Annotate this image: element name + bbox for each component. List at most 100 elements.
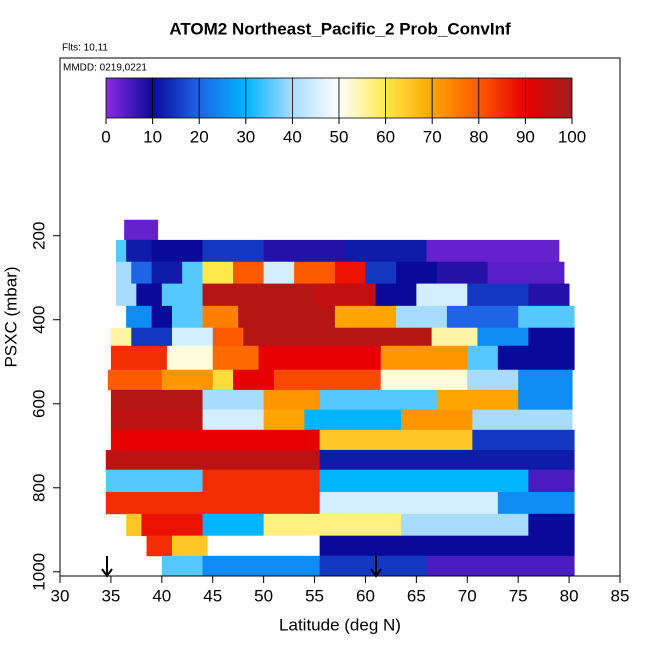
heatmap-cell (396, 261, 438, 285)
heatmap-cell (202, 469, 321, 493)
x-tick-label: 55 (305, 586, 324, 605)
x-tick-label: 45 (203, 586, 222, 605)
heatmap-cell (151, 239, 203, 263)
heatmap-cell (528, 327, 575, 347)
flight-arrows (101, 556, 382, 578)
heatmap-cell (126, 513, 142, 537)
arrow-head (101, 568, 113, 578)
heatmap-cell (182, 261, 203, 285)
heatmap-cell (161, 555, 203, 577)
heatmap-cell (380, 369, 468, 391)
heatmap-cell (314, 283, 377, 307)
heatmap-cell (334, 305, 397, 329)
heatmap-cell (172, 535, 209, 557)
x-tick-label: 70 (458, 586, 477, 605)
heatmap-cell (263, 389, 321, 411)
heatmap-cell (207, 535, 321, 557)
colorbar-tick-label: 50 (330, 127, 349, 146)
heatmap-cell (396, 305, 448, 329)
heatmap-cell (243, 327, 433, 347)
heatmap-cell (294, 261, 336, 285)
heatmap-cell (161, 283, 203, 307)
heatmap-cell (263, 513, 402, 537)
heatmap-cell (131, 327, 173, 347)
plot-frame (59, 57, 621, 577)
heatmap-cell (401, 409, 473, 431)
heatmap-cell (518, 389, 573, 411)
heatmap-cell (105, 449, 321, 471)
heatmap-cell (233, 261, 265, 285)
colorbar-segment (338, 77, 386, 119)
heatmap (105, 219, 575, 577)
colorbar-tick-label: 40 (283, 127, 302, 146)
axes: 30 35 40 45 50 55 60 65 70 75 80 85 200 400 600 800 1000 (29, 222, 629, 606)
y-tick-label: 800 (29, 474, 48, 502)
heatmap-cell (238, 305, 336, 329)
heatmap-cell (116, 261, 132, 285)
heatmap-cell (263, 261, 295, 285)
heatmap-cell (426, 555, 575, 577)
heatmap-cell (319, 555, 427, 577)
heatmap-cell (161, 369, 214, 391)
heatmap-cell (431, 327, 478, 347)
heatmap-cell (467, 345, 499, 371)
colorbar-segment (105, 77, 153, 119)
heatmap-cell (202, 305, 239, 329)
annotation: MMDD: 0219,0221 (63, 63, 147, 74)
heatmap-cell (124, 219, 159, 241)
heatmap-cell (319, 469, 529, 493)
colorbar: 0 10 20 30 40 50 60 70 80 90 100 (101, 77, 586, 146)
heatmap-cell (263, 239, 346, 263)
heatmap-cell (212, 327, 244, 347)
heatmap-cell (518, 369, 573, 391)
heatmap-cell (172, 327, 214, 347)
colorbar-segment (152, 77, 200, 119)
heatmap-cell (202, 261, 234, 285)
heatmap-cell (273, 369, 382, 391)
heatmap-cell (212, 345, 259, 371)
colorbar-segment (478, 77, 526, 119)
x-tick-label: 60 (356, 586, 375, 605)
heatmap-cell (151, 261, 183, 285)
heatmap-cell (319, 389, 438, 411)
heatmap-cell (202, 389, 265, 411)
heatmap-cell (528, 513, 575, 537)
colorbar-segment (385, 77, 433, 119)
colorbar-tick-label: 10 (143, 127, 162, 146)
heatmap-cell (212, 369, 234, 391)
heatmap-cell (426, 239, 560, 263)
chart-title: ATOM2 Northeast_Pacific_2 Prob_ConvInf (169, 19, 511, 38)
heatmap-cell (202, 555, 321, 577)
y-tick-label: 1000 (29, 553, 48, 591)
arrow-head (370, 568, 382, 578)
heatmap-cell (334, 261, 366, 285)
heatmap-cell (136, 283, 163, 307)
x-tick-label: 75 (509, 586, 528, 605)
heatmap-cell (141, 513, 203, 537)
y-tick-label: 600 (29, 390, 48, 418)
heatmap-cell (497, 345, 575, 371)
heatmap-cell (528, 469, 575, 493)
heatmap-cell (401, 513, 529, 537)
heatmap-cell (380, 345, 468, 371)
x-tick-label: 40 (152, 586, 171, 605)
colorbar-tick-label: 90 (516, 127, 535, 146)
heatmap-cell (202, 283, 315, 307)
heatmap-cell (304, 409, 402, 431)
heatmap-cell (166, 345, 214, 371)
heatmap-cell (345, 239, 427, 263)
heatmap-cell (487, 261, 565, 285)
heatmap-cell (518, 305, 575, 329)
colorbar-segment (198, 77, 247, 119)
y-tick-label: 200 (29, 222, 48, 250)
heatmap-cell (497, 491, 575, 515)
heatmap-cell (202, 513, 265, 537)
colorbar-tick-label: 0 (101, 127, 110, 146)
heatmap-cell (105, 469, 203, 493)
colorbar-segment (431, 77, 480, 119)
heatmap-cell (467, 283, 529, 307)
heatmap-cell (172, 305, 203, 329)
heatmap-cell (116, 239, 127, 263)
heatmap-cell (319, 449, 575, 471)
heatmap-cell (263, 409, 305, 431)
